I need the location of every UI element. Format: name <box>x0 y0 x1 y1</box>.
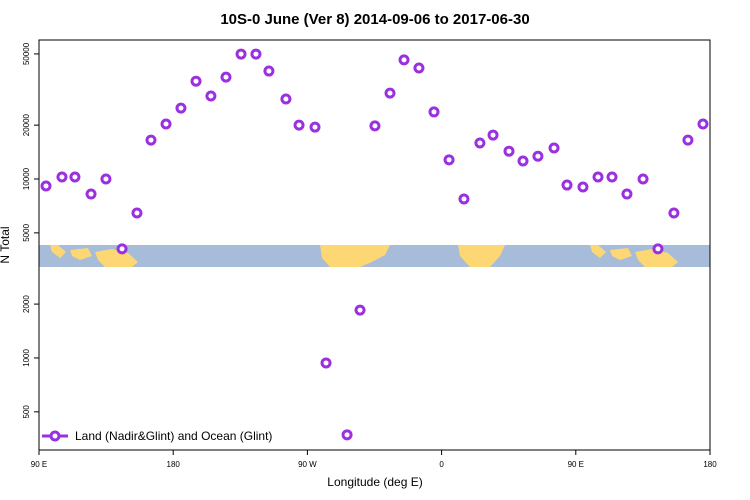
legend: Land (Nadir&Glint) and Ocean (Glint) <box>42 429 272 443</box>
data-point <box>413 62 425 74</box>
x-tick-label: 90 W <box>298 460 317 469</box>
data-point <box>293 119 305 131</box>
data-point <box>145 134 157 146</box>
data-point <box>548 142 560 154</box>
data-point <box>235 48 247 60</box>
x-tick-label: 180 <box>703 460 717 469</box>
data-point <box>398 54 410 66</box>
data-point <box>341 429 353 441</box>
data-point <box>263 65 275 77</box>
data-point <box>69 171 81 183</box>
data-point <box>160 118 172 130</box>
data-point <box>577 181 589 193</box>
y-tick-label: 10000 <box>22 167 31 190</box>
y-tick-label: 50000 <box>22 42 31 65</box>
data-point <box>320 357 332 369</box>
data-point <box>205 90 217 102</box>
data-point <box>637 173 649 185</box>
data-point <box>56 171 68 183</box>
data-point <box>85 188 97 200</box>
data-point <box>116 243 128 255</box>
data-point <box>503 145 515 157</box>
x-axis-label: Longitude (deg E) <box>327 475 422 489</box>
data-point <box>369 120 381 132</box>
plot-frame <box>38 39 711 451</box>
data-point <box>682 134 694 146</box>
legend-label: Land (Nadir&Glint) and Ocean (Glint) <box>75 429 272 443</box>
y-axis-label: N Total <box>0 226 12 263</box>
data-point <box>532 150 544 162</box>
data-point <box>220 71 232 83</box>
data-point <box>697 118 709 130</box>
y-tick-label: 5000 <box>22 223 31 241</box>
data-point <box>592 171 604 183</box>
data-point <box>458 193 470 205</box>
data-point <box>606 171 618 183</box>
data-point <box>561 179 573 191</box>
y-tick-label: 500 <box>22 405 31 419</box>
data-point <box>40 180 52 192</box>
data-point <box>100 173 112 185</box>
data-point <box>309 121 321 133</box>
chart-title: 10S-0 June (Ver 8) 2014-09-06 to 2017-06… <box>220 11 529 28</box>
data-point <box>474 137 486 149</box>
data-point <box>131 207 143 219</box>
x-tick-label: 90 E <box>31 460 47 469</box>
data-point <box>250 48 262 60</box>
data-point <box>668 207 680 219</box>
x-tick-label: 180 <box>167 460 181 469</box>
data-point <box>384 87 396 99</box>
data-point <box>428 106 440 118</box>
data-point <box>175 102 187 114</box>
data-point <box>652 243 664 255</box>
data-point <box>487 129 499 141</box>
y-tick-label: 20000 <box>22 113 31 136</box>
x-tick-label: 90 E <box>568 460 584 469</box>
data-point <box>190 75 202 87</box>
legend-marker <box>49 430 61 442</box>
data-point <box>517 155 529 167</box>
data-point <box>354 304 366 316</box>
data-point <box>621 188 633 200</box>
data-point <box>443 154 455 166</box>
map-strip <box>39 245 710 267</box>
data-point <box>280 93 292 105</box>
x-tick-label: 0 <box>439 460 444 469</box>
y-tick-label: 2000 <box>22 295 31 313</box>
y-tick-label: 1000 <box>22 349 31 367</box>
